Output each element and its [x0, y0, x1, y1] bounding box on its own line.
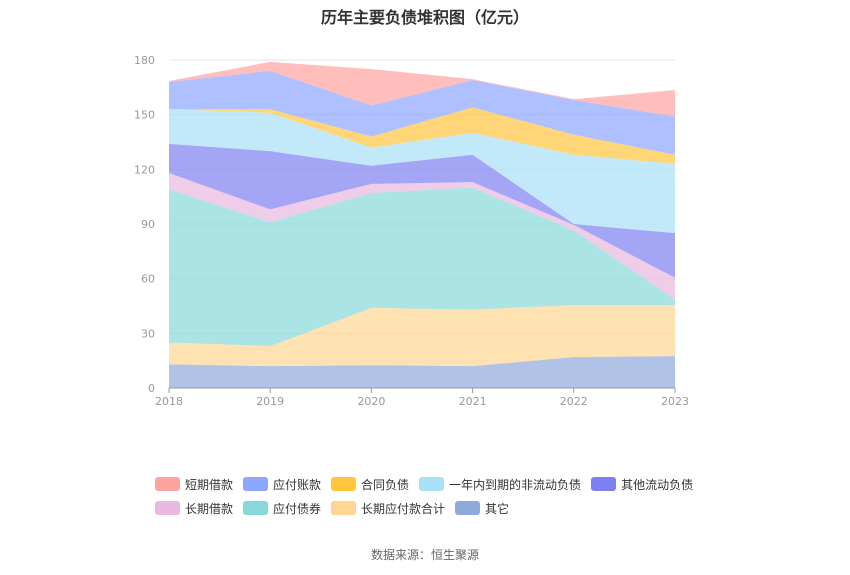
y-tick-label: 30: [141, 327, 155, 340]
legend-label: 合同负债: [361, 477, 410, 492]
chart-title: 历年主要负债堆积图（亿元）: [320, 8, 529, 27]
legend-item[interactable]: 应付账款: [243, 476, 321, 493]
x-tick-label: 2021: [459, 395, 487, 408]
legend-item[interactable]: 其它: [455, 500, 509, 517]
legend-swatch: [331, 501, 357, 515]
legend-label: 其他流动负债: [621, 477, 694, 492]
data-source: 数据来源：恒生聚源: [370, 548, 479, 562]
legend-row: 长期借款 应付债券 长期应付款合计 其它: [155, 496, 755, 520]
area-series: [169, 172, 675, 300]
x-tick-label: 2023: [661, 395, 689, 408]
area-series: [169, 109, 675, 234]
chart-legend: 短期借款 应付账款 合同负债 一年内到期的非流动负债 其他流动负债 长期借款 应付债券 长期…: [155, 472, 755, 520]
legend-swatch: [419, 477, 445, 491]
legend-swatch: [155, 501, 180, 515]
x-tick-label: 2018: [155, 395, 183, 408]
y-tick-label: 150: [134, 109, 155, 122]
legend-swatch: [243, 477, 269, 491]
y-tick-label: 180: [134, 54, 155, 67]
legend-item[interactable]: 一年内到期的非流动负债: [419, 476, 581, 493]
y-tick-label: 120: [134, 163, 155, 176]
area-series: [169, 305, 675, 367]
legend-row: 短期借款 应付账款 合同负债 一年内到期的非流动负债 其他流动负债: [155, 472, 755, 496]
legend-swatch: [243, 501, 269, 515]
legend-item[interactable]: 其他流动负债: [591, 476, 693, 493]
legend-label: 一年内到期的非流动负债: [449, 477, 582, 492]
x-tick-label: 2022: [560, 395, 588, 408]
legend-label: 应付账款: [273, 477, 322, 492]
y-tick-label: 0: [148, 382, 155, 395]
legend-label: 长期应付款合计: [361, 501, 446, 516]
area-series: [169, 143, 675, 278]
stacked-area-chart: 0 30 60 90 120 150 180 2018 2019 2020 2021 2022 2023: [134, 54, 689, 408]
area-series: [169, 61, 675, 117]
area-series: [169, 356, 675, 388]
legend-label: 其它: [485, 501, 510, 516]
legend-label: 应付债券: [273, 501, 322, 516]
legend-item[interactable]: 短期借款: [155, 476, 233, 493]
area-series: [169, 107, 675, 164]
legend-swatch: [591, 477, 617, 491]
area-series: [169, 70, 675, 155]
legend-swatch: [331, 477, 357, 491]
y-tick-label: 90: [141, 218, 155, 231]
legend-item[interactable]: 合同负债: [331, 476, 409, 493]
y-tick-label: 60: [141, 273, 155, 286]
legend-item[interactable]: 长期应付款合计: [331, 500, 445, 517]
area-series: [169, 187, 675, 347]
legend-swatch: [455, 501, 481, 515]
legend-label: 长期借款: [185, 501, 234, 516]
x-tick-label: 2019: [256, 395, 284, 408]
legend-item[interactable]: 长期借款: [155, 500, 233, 517]
x-tick-label: 2020: [357, 395, 385, 408]
legend-swatch: [155, 477, 180, 491]
legend-label: 短期借款: [185, 477, 234, 492]
legend-item[interactable]: 应付债券: [243, 500, 321, 517]
